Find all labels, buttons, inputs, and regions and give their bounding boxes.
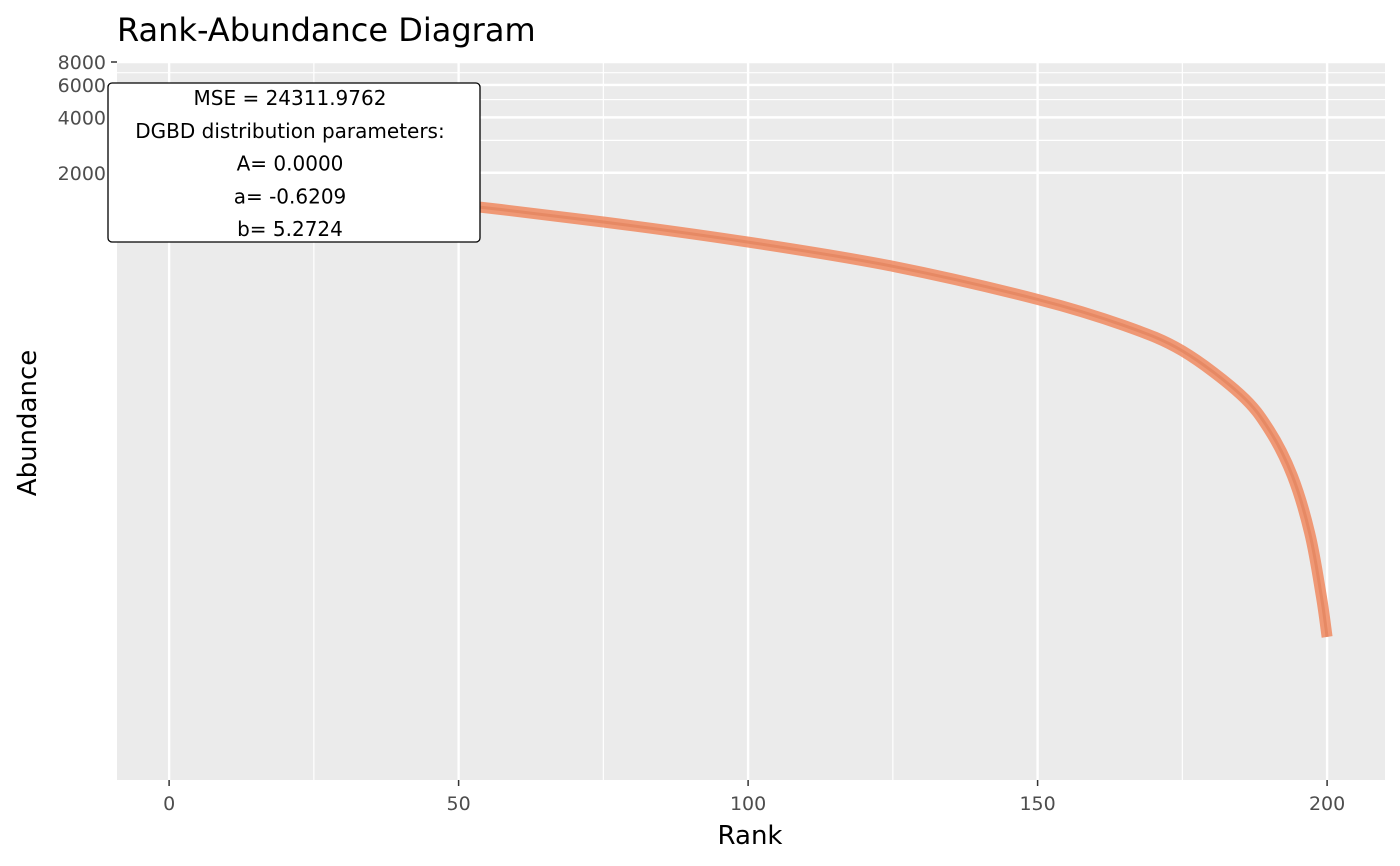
chart-title: Rank-Abundance Diagram [117,11,536,49]
x-tick-label: 100 [730,793,766,815]
annotation-line: a= -0.6209 [234,184,347,208]
y-tick-label: 2000 [58,163,106,185]
annotation-line: A= 0.0000 [237,152,344,176]
y-tick-label: 6000 [58,75,106,97]
annotation-box: MSE = 24311.9762 DGBD distribution parame… [107,82,481,243]
annotation-line: b= 5.2724 [237,217,343,241]
x-tick-label: 50 [447,793,471,815]
x-axis-title: Rank [718,821,783,851]
annotation-line: DGBD distribution parameters: [135,119,444,143]
y-axis-title: Abundance [13,350,43,496]
x-axis: 0 50 100 150 200 [163,780,1345,815]
annotation-box-frame [107,82,481,243]
x-tick-label: 150 [1019,793,1055,815]
y-tick-label: 4000 [58,107,106,129]
x-tick-label: 0 [163,793,175,815]
x-tick-label: 200 [1309,793,1345,815]
y-tick-label: 8000 [58,52,106,74]
annotation-line: MSE = 24311.9762 [194,86,387,110]
